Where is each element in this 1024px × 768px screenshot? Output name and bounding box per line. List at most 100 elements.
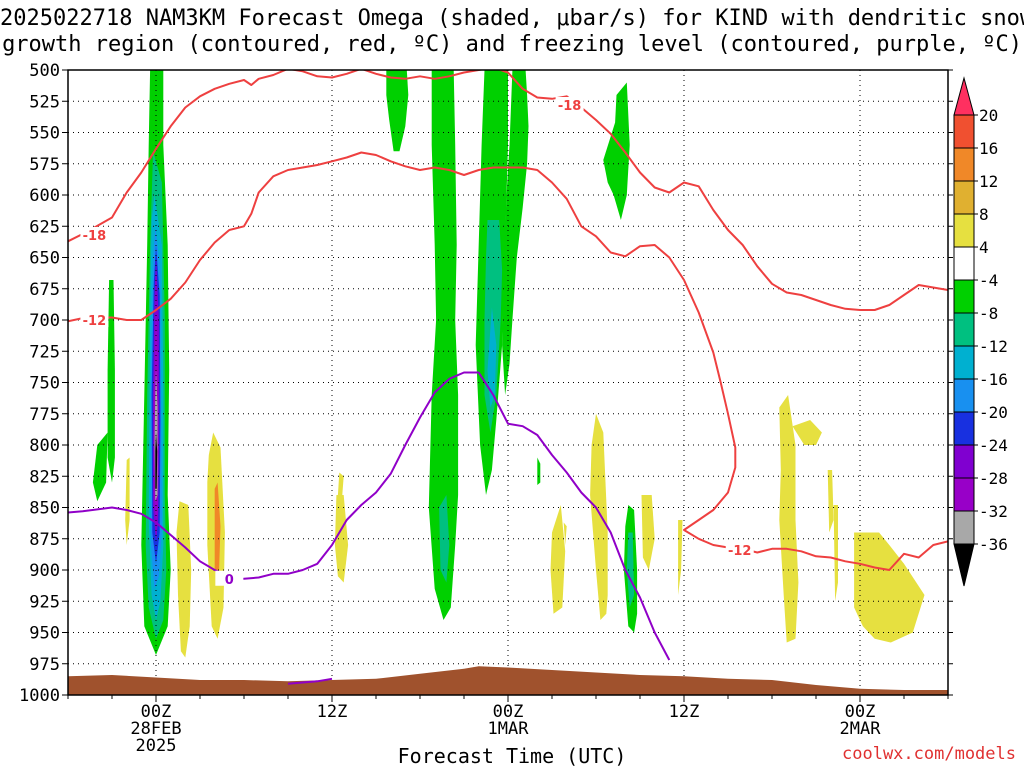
y-tick-label-700: 700 bbox=[29, 311, 60, 331]
y-tick-label-675: 675 bbox=[29, 280, 60, 300]
colorbar-cell-2 bbox=[953, 180, 975, 215]
label-dgz-12-left: -12 bbox=[83, 314, 107, 329]
colorbar-label--4: -4 bbox=[979, 271, 998, 290]
omega-cell-27 bbox=[337, 472, 344, 495]
x-tick-label-48-1: 2MAR bbox=[840, 719, 882, 739]
omega-cell-25 bbox=[214, 482, 221, 570]
y-tick-label-575: 575 bbox=[29, 155, 60, 175]
colorbar-label--8: -8 bbox=[979, 304, 998, 323]
x-tick-label-24-0: 00Z bbox=[493, 702, 524, 722]
y-tick-label-825: 825 bbox=[29, 467, 60, 487]
colorbar-label--36: -36 bbox=[979, 535, 1008, 554]
colorbar-label--16: -16 bbox=[979, 370, 1008, 389]
omega-cell-31 bbox=[641, 495, 655, 570]
omega-shading bbox=[92, 70, 925, 658]
y-tick-label-875: 875 bbox=[29, 530, 60, 550]
colorbar-cell-8 bbox=[953, 378, 975, 413]
colorbar: 20 16 12 8 4 -4 -8 -12 -16 -20 -24 -28 -32 -36 bbox=[953, 76, 1008, 587]
y-tick-label-925: 925 bbox=[29, 592, 60, 612]
x-tick-label-0-0: 00Z bbox=[141, 702, 172, 722]
omega-cell-37 bbox=[854, 532, 925, 643]
colorbar-cell-7 bbox=[953, 345, 975, 380]
y-tick-label-900: 900 bbox=[29, 561, 60, 581]
freezing-level-contour bbox=[68, 371, 671, 661]
omega-cell-14 bbox=[502, 70, 529, 395]
omega-cell-16 bbox=[487, 307, 497, 408]
y-tick-label-650: 650 bbox=[29, 249, 60, 269]
label-dgz-18-left-bg bbox=[80, 227, 109, 242]
omega-cell-34 bbox=[792, 420, 822, 445]
y-tick-label-600: 600 bbox=[29, 186, 60, 206]
y-tick-label-850: 850 bbox=[29, 499, 60, 519]
y-tick-label-550: 550 bbox=[29, 124, 60, 144]
colorbar-cell-1 bbox=[953, 147, 975, 182]
y-tick-label-975: 975 bbox=[29, 655, 60, 675]
omega-cell-33 bbox=[779, 395, 799, 643]
colorbar-label-8: 8 bbox=[979, 205, 989, 224]
colorbar-label-20: 20 bbox=[979, 106, 998, 125]
colorbar-cell-11 bbox=[953, 477, 975, 512]
label-dgz-12-right-bg bbox=[725, 542, 754, 557]
colorbar-label--24: -24 bbox=[979, 436, 1008, 455]
label-freezing-0: 0 bbox=[225, 573, 234, 588]
omega-cell-12 bbox=[439, 495, 450, 583]
label-dgz-18-mid: -18 bbox=[558, 99, 582, 114]
colorbar-cell-9 bbox=[953, 411, 975, 446]
y-tick-label-750: 750 bbox=[29, 374, 60, 394]
colorbar-cell-0 bbox=[953, 114, 975, 149]
x-tick-label-36-0: 12Z bbox=[669, 702, 700, 722]
omega-cell-23 bbox=[176, 501, 192, 658]
omega-cell-35 bbox=[827, 470, 834, 533]
chart-title-line-1: 2025022718 NAM3KM Forecast Omega (shaded… bbox=[0, 6, 1024, 31]
colorbar-label-12: 12 bbox=[979, 172, 998, 191]
x-axis-label: Forecast Time (UTC) bbox=[397, 744, 627, 768]
omega-cell-28 bbox=[550, 505, 566, 614]
label-freezing-0-bg bbox=[215, 570, 244, 586]
y-tick-label-525: 525 bbox=[29, 92, 60, 112]
colorbar-label--12: -12 bbox=[979, 337, 1008, 356]
omega-cell-26 bbox=[334, 495, 349, 583]
colorbar-label-4: 4 bbox=[979, 238, 989, 257]
dgz-contour--12 bbox=[68, 151, 948, 571]
colorbar-label--28: -28 bbox=[979, 469, 1008, 488]
colorbar-cell-6 bbox=[953, 312, 975, 347]
x-tick-label-0-2: 2025 bbox=[136, 736, 177, 756]
axes: 500 525 550 575 600 625 650 675 700 725 750 775 800 8… bbox=[19, 61, 953, 756]
y-tick-label-775: 775 bbox=[29, 405, 60, 425]
terrain bbox=[68, 666, 948, 695]
omega-cell-20 bbox=[626, 532, 635, 608]
omega-cell-22 bbox=[125, 457, 130, 545]
grid bbox=[68, 70, 948, 695]
colorbar-cell-4 bbox=[953, 246, 975, 281]
omega-cell-21 bbox=[537, 457, 541, 485]
contours: -18 -18 -12 -12 0 bbox=[68, 70, 948, 685]
omega-cell-10 bbox=[92, 432, 108, 502]
colorbar-cell-5 bbox=[953, 279, 975, 314]
dgz-contour--18 bbox=[68, 70, 948, 311]
x-tick-label-0-1: 28FEB bbox=[130, 719, 181, 739]
omega-cell-32 bbox=[678, 520, 683, 595]
omega-cell-36 bbox=[833, 505, 838, 602]
omega-cell-11 bbox=[428, 70, 459, 620]
colorbar-bottom-triangle bbox=[953, 543, 975, 587]
credit-text: coolwx.com/models bbox=[842, 744, 1016, 764]
terrain-fill bbox=[68, 666, 948, 695]
omega-cell-18 bbox=[603, 82, 630, 220]
label-dgz-12-right: -12 bbox=[728, 544, 752, 559]
colorbar-label--32: -32 bbox=[979, 502, 1008, 521]
x-tick-label-24-1: 1MAR bbox=[488, 719, 530, 739]
colorbar-label-16: 16 bbox=[979, 139, 998, 158]
omega-cell-17 bbox=[386, 70, 409, 152]
omega-cell-29 bbox=[563, 522, 567, 545]
x-tick-label-48-0: 00Z bbox=[845, 702, 876, 722]
chart-title-line-2: growth region (contoured, red, ºC) and f… bbox=[2, 32, 1022, 57]
omega-cell-30 bbox=[590, 413, 608, 620]
y-tick-label-725: 725 bbox=[29, 342, 60, 362]
freezing-level-contour-lower bbox=[287, 677, 333, 685]
omega-cell-9 bbox=[107, 280, 115, 483]
colorbar-cell-12 bbox=[953, 510, 975, 545]
colorbar-top-triangle bbox=[953, 76, 975, 116]
y-tick-label-625: 625 bbox=[29, 217, 60, 237]
x-tick-label-12-0: 12Z bbox=[317, 702, 348, 722]
label-dgz-12-left-bg bbox=[80, 312, 109, 327]
